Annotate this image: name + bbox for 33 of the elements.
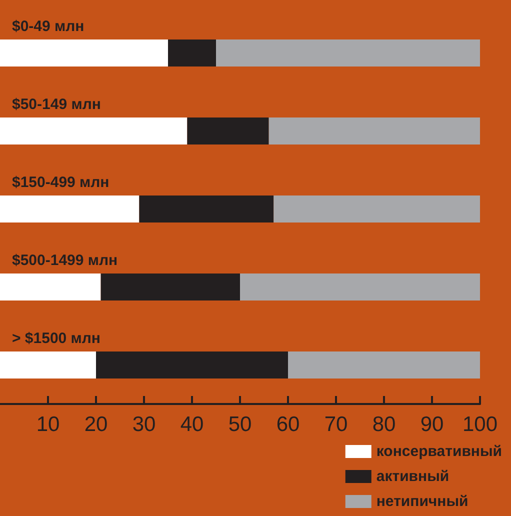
bar — [240, 274, 480, 300]
x-tick-label: 30 — [132, 413, 156, 436]
x-tick-label: 20 — [84, 413, 108, 436]
bar — [139, 196, 274, 222]
x-tick-label: 100 — [462, 413, 498, 436]
x-tick-label: 50 — [228, 413, 252, 436]
x-tick-label: 60 — [276, 413, 300, 436]
bar — [268, 118, 480, 144]
y-tick-label: $50-149 млн — [12, 96, 101, 113]
y-tick-label: $500-1499 млн — [12, 252, 118, 269]
legend-label: активный — [376, 468, 450, 485]
x-tick-label: 90 — [420, 413, 444, 436]
x-tick-label: 70 — [324, 413, 348, 436]
bar — [168, 40, 216, 66]
bar — [288, 352, 480, 378]
y-tick-label: > $1500 млн — [12, 330, 100, 347]
bar — [187, 118, 269, 144]
bar — [274, 196, 480, 222]
y-tick-label: $0-49 млн — [12, 18, 84, 35]
bar — [216, 40, 480, 66]
x-tick-label: 80 — [372, 413, 396, 436]
bar — [0, 40, 168, 66]
bar — [96, 352, 288, 378]
y-tick-label: $150-499 млн — [12, 174, 110, 191]
bar — [0, 352, 96, 378]
bar — [100, 274, 240, 300]
bar — [0, 118, 188, 144]
bar — [0, 196, 140, 222]
legend-label: консервативный — [376, 443, 502, 460]
bar — [0, 274, 101, 300]
x-tick-label: 10 — [36, 413, 60, 436]
x-tick-label: 40 — [180, 413, 204, 436]
legend-label: нетипичный — [376, 493, 468, 510]
